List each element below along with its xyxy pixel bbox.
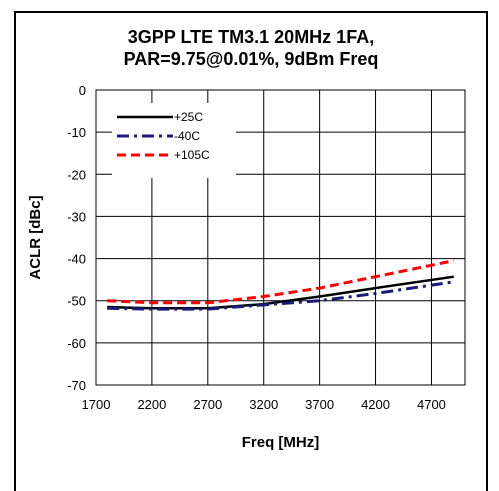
x-tick-label: 4200: [361, 397, 390, 412]
legend-label: +25C: [174, 110, 203, 124]
plot-border: [95, 89, 466, 386]
chart-title-block: 3GPP LTE TM3.1 20MHz 1FA, PAR=9.75@0.01%…: [14, 26, 488, 70]
legend-background: [112, 103, 236, 178]
x-tick-label: 1700: [82, 397, 111, 412]
y-tick-label: 0: [79, 83, 86, 98]
x-tick-label: 4700: [417, 397, 446, 412]
y-tick-label: -40: [67, 252, 86, 267]
x-tick-label: 2200: [137, 397, 166, 412]
chart-title: 3GPP LTE TM3.1 20MHz 1FA,: [127, 27, 375, 47]
y-tick-label: -20: [67, 167, 86, 182]
y-tick-label: -70: [67, 378, 86, 393]
legend: +25C -40C +105C: [112, 103, 236, 178]
legend-label: -40C: [174, 129, 200, 143]
series-line-40C: [107, 280, 455, 311]
chart-subtitle: PAR=9.75@0.01%, 9dBm Freq: [123, 49, 379, 69]
y-tick-label: -10: [67, 125, 86, 140]
y-tick-label: -60: [67, 336, 86, 351]
x-tick-label: 3200: [249, 397, 278, 412]
legend-label: +105C: [174, 148, 210, 162]
x-axis-label: Freq [MHz]: [242, 434, 320, 451]
y-axis-label: ACLR [dBc]: [27, 195, 44, 279]
x-tick-label: 2700: [193, 397, 222, 412]
series-layer: [107, 259, 455, 311]
y-tick-label: -30: [67, 209, 86, 224]
y-tick-label: -50: [67, 294, 86, 309]
tick-layer: 0 -10 -20 -30 -40 -50 -60 -70 1700 2200 2700 3200 37…: [67, 83, 446, 412]
x-tick-label: 3700: [305, 397, 334, 412]
aclr-chart: 0 -10 -20 -30 -40 -50 -60 -70 1700 2200 2700 3200 37…: [27, 83, 466, 451]
series-line-105C: [107, 259, 455, 305]
chart-frame: [14, 11, 488, 491]
